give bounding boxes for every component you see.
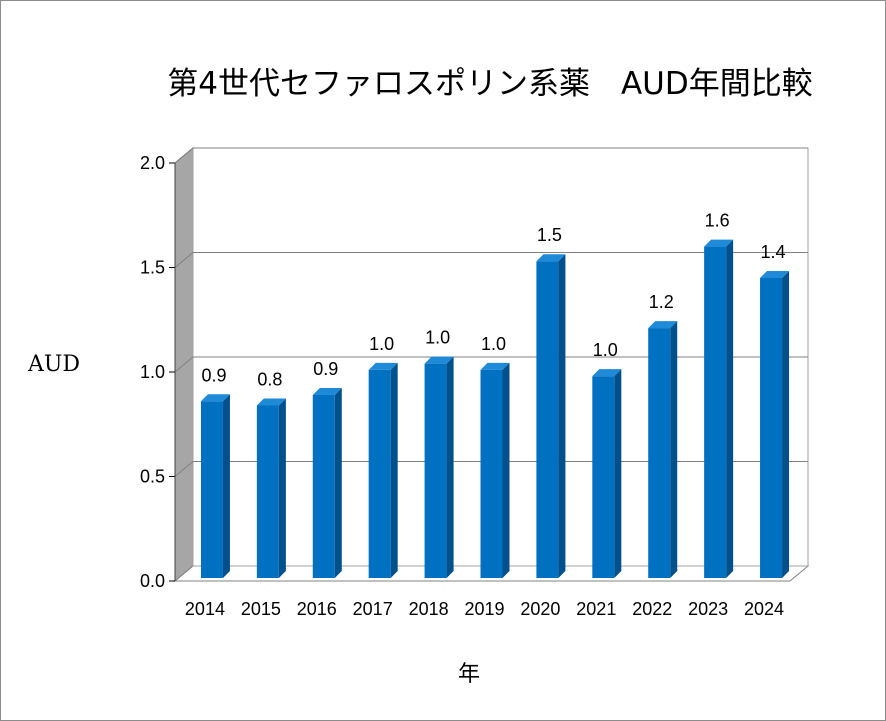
- bar: [648, 328, 671, 578]
- data-label: 1.0: [593, 340, 618, 360]
- y-tick-label: 1.5: [140, 258, 165, 278]
- bar-side: [222, 394, 230, 578]
- bar: [480, 369, 503, 578]
- y-tick-label: 0.5: [140, 467, 165, 487]
- gridline: [174, 356, 808, 373]
- bar-top: [648, 321, 678, 329]
- x-tick-label: 2019: [464, 599, 504, 619]
- bar-top: [424, 356, 454, 364]
- x-tick-label: 2023: [688, 599, 728, 619]
- data-label: 0.9: [313, 359, 338, 379]
- x-tick-label: 2024: [744, 599, 784, 619]
- data-label: 1.5: [537, 225, 562, 245]
- bar: [592, 376, 615, 578]
- bar-side: [614, 369, 622, 578]
- data-label: 1.0: [425, 328, 450, 348]
- x-tick-label: 2016: [297, 599, 337, 619]
- bar-top: [312, 387, 342, 395]
- bar-top: [256, 398, 286, 406]
- x-tick-label: 2021: [576, 599, 616, 619]
- bar: [368, 369, 391, 578]
- x-tick-label: 2018: [409, 599, 449, 619]
- y-tick-label: 2.0: [140, 153, 165, 173]
- bar-top: [368, 362, 398, 370]
- x-tick-label: 2022: [632, 599, 672, 619]
- bar-side: [782, 270, 790, 578]
- data-label: 1.4: [761, 242, 786, 262]
- bar: [704, 246, 727, 578]
- bar: [536, 261, 559, 578]
- bar-side: [502, 362, 510, 578]
- data-label: 1.0: [369, 334, 394, 354]
- data-label: 0.8: [257, 369, 282, 389]
- bar-side: [726, 239, 734, 578]
- chart-title: 第4世代セファロスポリン系薬 AUD年間比較: [167, 66, 813, 102]
- x-tick-label: 2015: [241, 599, 281, 619]
- bar-top: [480, 362, 510, 370]
- x-tick-label: 2017: [353, 599, 393, 619]
- gridline: [174, 252, 808, 268]
- bar-top: [592, 369, 622, 377]
- y-tick-label: 1.0: [140, 362, 165, 382]
- bar: [256, 405, 279, 578]
- bar: [200, 401, 223, 578]
- y-axis-label: AUD: [28, 352, 81, 377]
- data-label: 1.2: [649, 292, 674, 312]
- bar-side: [670, 321, 678, 578]
- bar: [760, 277, 783, 578]
- bar-top: [704, 239, 734, 247]
- x-tick-label: 2020: [520, 599, 560, 619]
- data-label: 1.0: [481, 334, 506, 354]
- bar-side: [334, 387, 342, 578]
- bar-top: [760, 270, 790, 278]
- data-label: 1.6: [705, 211, 730, 231]
- gridline: [174, 147, 808, 164]
- data-label: 0.9: [201, 365, 226, 385]
- bar-side: [278, 398, 286, 578]
- x-tick-label: 2014: [185, 599, 225, 619]
- bar-side: [390, 362, 398, 578]
- x-axis-label: 年: [458, 662, 481, 687]
- bar-side: [446, 356, 454, 578]
- bar-top: [200, 394, 230, 402]
- bar-side: [558, 254, 566, 579]
- bar: [312, 394, 335, 578]
- bar: [424, 363, 447, 578]
- bar-top: [536, 254, 566, 262]
- y-tick-label: 0.0: [140, 571, 165, 591]
